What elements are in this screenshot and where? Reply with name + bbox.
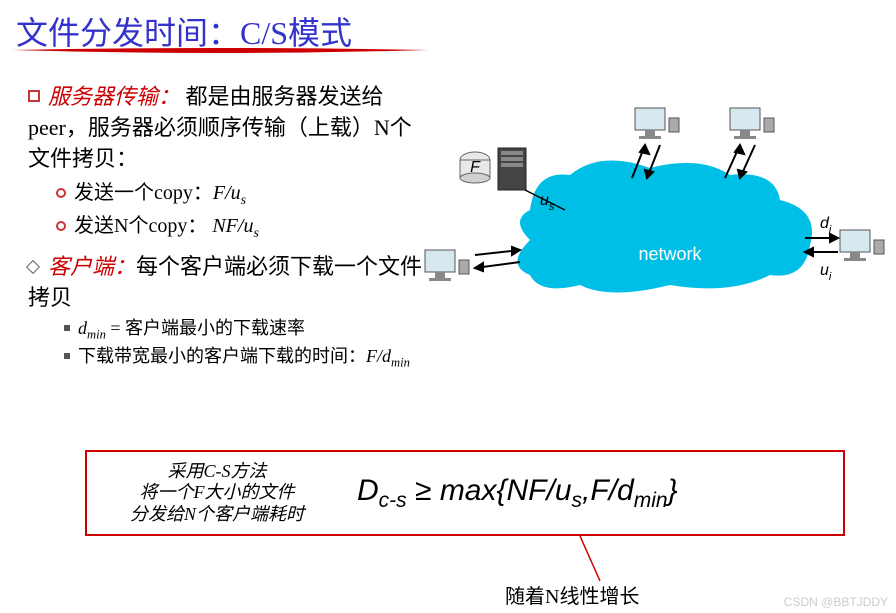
network-cloud [518, 160, 813, 292]
svg-text:di: di [820, 215, 832, 236]
network-svg: network F us [410, 100, 885, 320]
bullet-icon [56, 188, 66, 198]
peer-icon [635, 108, 679, 139]
bullet-icon [64, 325, 70, 331]
client-label: 客户端： [48, 254, 136, 279]
server-icon: F [460, 148, 526, 190]
peer-icon [425, 250, 469, 281]
title-underline [10, 44, 430, 58]
network-diagram: network F us [410, 100, 885, 320]
annotation-text: 随着N线性增长 [505, 580, 639, 609]
watermark: CSDN @BBTJDDY [784, 595, 888, 609]
server-sub2: 发送N个copy： NF/us [56, 211, 428, 244]
client-sub1: dmin = 客户端最小的下载速率 [64, 316, 428, 344]
annotation-line-icon [575, 536, 615, 586]
formula-box: 采用C-S方法 将一个F大小的文件 分发给N个客户端耗时 Dc-s ≥ max{… [85, 450, 845, 536]
arrow-icon [725, 145, 755, 178]
svg-text:F: F [470, 159, 481, 176]
arrow-icon [475, 247, 520, 271]
svg-text:network: network [638, 244, 702, 264]
bullet-icon [26, 260, 40, 274]
svg-text:ui: ui [820, 262, 832, 283]
content-left: 服务器传输： 都是由服务器发送给peer，服务器必须顺序传输（上载）N个文件拷贝… [28, 82, 428, 372]
client-section: 客户端：每个客户端必须下载一个文件拷贝 [28, 252, 428, 314]
peer-icon [730, 108, 774, 139]
peer-icon [840, 230, 884, 261]
server-label: 服务器传输： [48, 84, 180, 109]
client-sub2: 下载带宽最小的客户端下载的时间：F/dmin [64, 344, 428, 372]
bullet-icon [64, 353, 70, 359]
server-section: 服务器传输： 都是由服务器发送给peer，服务器必须顺序传输（上载）N个文件拷贝… [28, 82, 428, 174]
formula-expression: Dc-s ≥ max{NF/us,F/dmin} [347, 474, 678, 513]
bullet-icon [56, 221, 66, 231]
formula-description: 采用C-S方法 将一个F大小的文件 分发给N个客户端耗时 [87, 461, 347, 526]
bullet-icon [28, 90, 40, 102]
server-sub1: 发送一个copy：F/us [56, 178, 428, 211]
